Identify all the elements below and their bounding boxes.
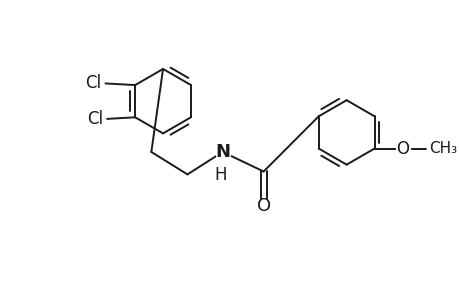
- Text: Cl: Cl: [87, 110, 103, 128]
- Text: CH₃: CH₃: [428, 141, 456, 156]
- Text: Cl: Cl: [85, 74, 101, 92]
- Text: O: O: [395, 140, 408, 158]
- Text: H: H: [214, 166, 226, 184]
- Text: O: O: [256, 197, 270, 215]
- Text: N: N: [215, 143, 230, 161]
